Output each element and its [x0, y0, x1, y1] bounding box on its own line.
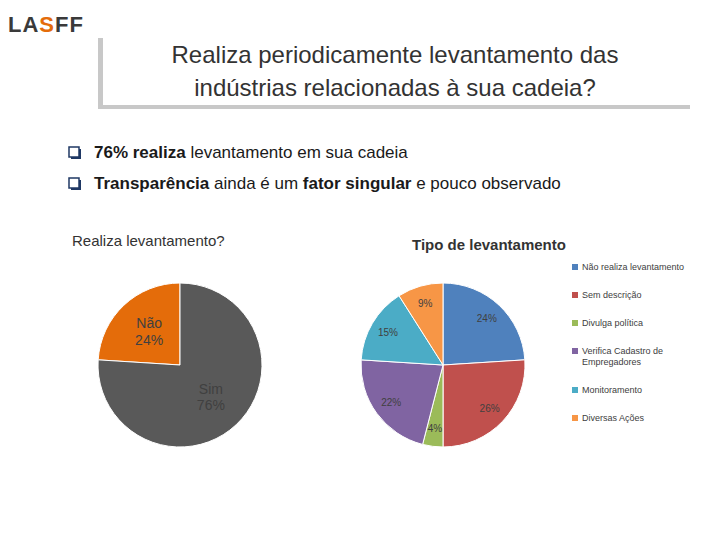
html-text:Monitoramento: Monitoramento [582, 385, 642, 395]
html-text:Diversas Ações: Diversas Ações [582, 413, 644, 423]
svg-text:Não24%: Não24% [135, 315, 163, 348]
html-text:Sem descrição: Sem descrição [582, 290, 642, 300]
html-text:Verifica Cadastro de Empregado: Verifica Cadastro de Empregadores [582, 346, 663, 367]
svg-text:26%: 26% [480, 403, 500, 414]
html-text:Tipo de levantamento: Tipo de levantamento [412, 236, 566, 253]
svg-text:4%: 4% [428, 423, 443, 434]
html-text:Realiza levantamento?: Realiza levantamento? [72, 232, 225, 249]
html-text:L A S F F: L A S F F [8, 12, 84, 37]
svg-text:Sim76%: Sim76% [197, 381, 225, 414]
html-text:Não realiza levantamento: Não realiza levantamento [582, 262, 685, 272]
html-text:76% realiza levantamento em su: 76% realiza levantamento em sua cadeia [94, 143, 408, 162]
svg-text:22%: 22% [381, 397, 401, 408]
html-text:Transparência ainda é um fator: Transparência ainda é um fator singular … [94, 174, 561, 193]
html-text:Divulga política: Divulga política [582, 318, 643, 328]
svg-text:9%: 9% [418, 298, 433, 309]
svg-text:24%: 24% [477, 313, 497, 324]
svg-text:15%: 15% [378, 327, 398, 338]
html-text:Realiza periodicamente levanta: Realiza periodicamente levantamento das … [171, 41, 619, 101]
